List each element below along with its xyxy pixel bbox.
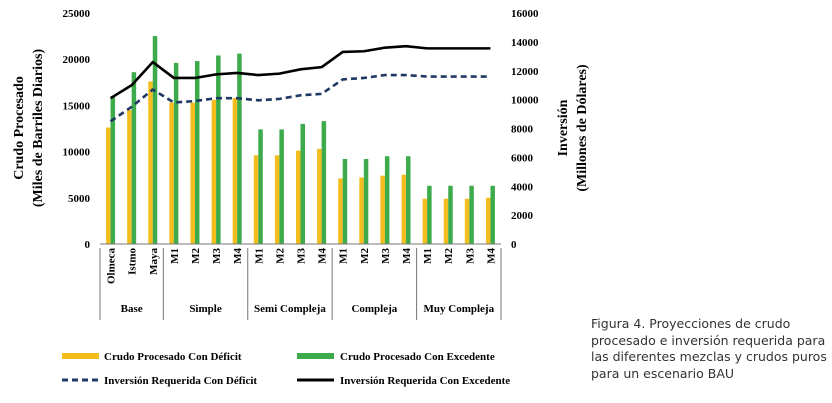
- caption-line-2: procesado e inversión requerida para: [591, 332, 826, 348]
- x-tick-label: M3: [380, 248, 392, 264]
- legend-label-excess-bar: Crudo Procesado Con Excedente: [340, 351, 495, 363]
- bar-excess: [448, 185, 453, 244]
- bar-deficit: [127, 110, 132, 245]
- x-tick-label: M1: [422, 248, 434, 264]
- y-tick-right-label: 16000: [511, 8, 539, 20]
- legend-label-deficit-line: Inversión Requerida Con Déficit: [104, 375, 257, 387]
- x-tick-label: M2: [190, 248, 202, 264]
- x-tick-label: Olmeca: [106, 248, 118, 285]
- x-tick-label: M4: [485, 248, 497, 264]
- caption-line-1: Figura 4. Proyecciones de crudo: [591, 316, 791, 331]
- y-tick-right-label: 6000: [511, 152, 534, 164]
- x-group-label: Base: [121, 303, 143, 315]
- bar-excess: [406, 156, 411, 244]
- x-tick-label: M4: [401, 248, 413, 264]
- y-tick-left-label: 20000: [63, 54, 91, 66]
- bar-deficit: [317, 148, 322, 244]
- y-tick-right-label: 10000: [511, 95, 539, 107]
- x-tick-label: M2: [443, 248, 455, 264]
- bar-deficit: [190, 102, 195, 244]
- bar-deficit: [464, 198, 470, 244]
- bar-excess: [216, 55, 221, 244]
- legend-swatch-excess-bar: [297, 353, 334, 359]
- bar-excess: [469, 185, 474, 244]
- bar-deficit: [422, 198, 428, 244]
- bar-excess: [427, 185, 432, 244]
- y-tick-left-label: 25000: [63, 8, 91, 20]
- bar-deficit: [443, 198, 449, 244]
- x-tick-label: Maya: [148, 248, 160, 275]
- line-investment-deficit: [109, 73, 491, 123]
- x-tick-label: M4: [232, 248, 244, 264]
- caption-line-4: para un escenario BAU: [591, 365, 735, 381]
- y-tick-right-label: 14000: [511, 37, 539, 49]
- legend-swatch-deficit-bar: [62, 353, 99, 359]
- bar-deficit: [232, 98, 238, 244]
- x-group-label: Muy Compleja: [424, 303, 495, 315]
- bar-excess: [300, 123, 305, 244]
- x-tick-label: M3: [296, 248, 308, 264]
- y-tick-right-label: 0: [511, 239, 517, 251]
- bar-excess: [384, 156, 390, 244]
- y-tick-left-label: 0: [85, 239, 91, 251]
- x-tick-label: M3: [464, 248, 476, 264]
- y-tick-right-label: 4000: [511, 181, 534, 193]
- bar-excess: [490, 185, 495, 244]
- y-axis-left-title-line2: (Miles de Barriles Diarios): [31, 49, 46, 208]
- bar-excess: [321, 121, 327, 244]
- y-tick-right-label: 8000: [511, 124, 534, 136]
- x-tick-label: M1: [338, 248, 350, 264]
- y-tick-left-label: 10000: [63, 147, 91, 159]
- bar-deficit: [106, 127, 111, 244]
- x-tick-label: M3: [211, 248, 223, 264]
- bar-deficit: [169, 102, 174, 244]
- x-tick-label: M4: [317, 248, 329, 264]
- bar-excess: [237, 53, 242, 244]
- caption-line-3: las diferentes mezclas y crudos puros: [591, 349, 827, 364]
- bar-deficit: [211, 99, 217, 244]
- x-tick-label: M2: [274, 248, 286, 264]
- x-group-label: Semi Compleja: [254, 303, 326, 315]
- bar-excess: [131, 72, 137, 244]
- x-tick-label: M1: [253, 248, 265, 264]
- bar-excess: [152, 36, 158, 244]
- bar-deficit: [359, 177, 364, 244]
- bar-excess: [194, 61, 200, 244]
- x-tick-label: M1: [169, 248, 181, 264]
- bar-excess: [342, 158, 348, 244]
- line-investment-excess: [109, 44, 491, 100]
- y-tick-right-label: 12000: [511, 66, 539, 78]
- legend: Crudo Procesado Con Déficit Crudo Proces…: [62, 351, 510, 387]
- bar-excess: [363, 158, 369, 244]
- bar-deficit: [485, 197, 491, 244]
- y-axis-right-title-line2: (Millones de Dólares): [575, 64, 590, 192]
- bar-deficit: [401, 174, 407, 244]
- bar-excess: [279, 129, 284, 244]
- bar-deficit: [274, 155, 280, 244]
- y-tick-left-label: 15000: [63, 100, 91, 112]
- bar-excess: [110, 96, 116, 244]
- bar-deficit: [148, 81, 153, 244]
- x-group-label: Compleja: [351, 303, 397, 315]
- y-axis-right-title-line1: Inversión: [556, 99, 571, 156]
- bar-deficit: [338, 178, 343, 244]
- x-group-label: Simple: [189, 303, 222, 315]
- bar-deficit: [296, 150, 301, 244]
- bar-excess: [173, 62, 179, 245]
- figure-caption: Figura 4. Proyecciones de crudo procesad…: [591, 316, 831, 382]
- bar-deficit: [253, 155, 259, 244]
- y-axis-left-title-line1: Crudo Procesado: [12, 76, 27, 180]
- y-tick-left-label: 5000: [68, 193, 91, 205]
- bar-deficit: [380, 175, 385, 244]
- y-tick-right-label: 2000: [511, 210, 534, 222]
- x-tick-label: Istmo: [127, 248, 139, 275]
- legend-label-excess-line: Inversión Requerida Con Excedente: [340, 375, 510, 387]
- legend-label-deficit-bar: Crudo Procesado Con Déficit: [104, 351, 242, 363]
- bar-excess: [258, 129, 263, 244]
- x-tick-label: M2: [359, 248, 371, 264]
